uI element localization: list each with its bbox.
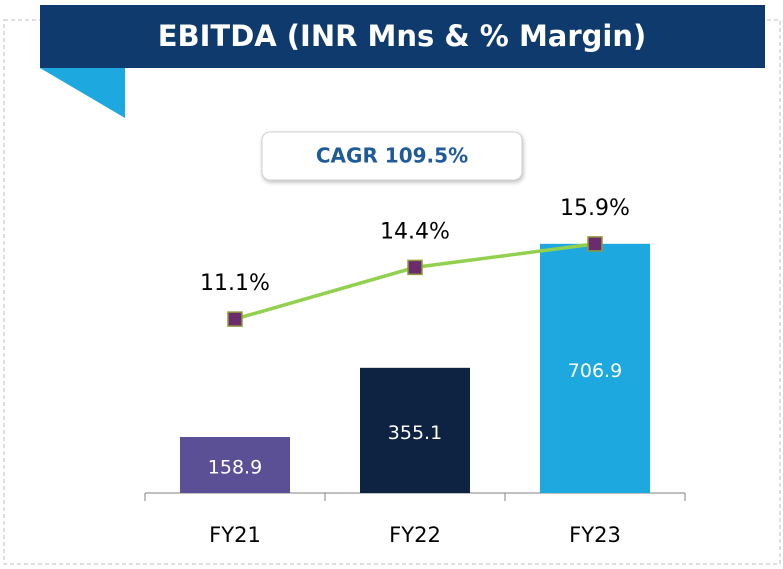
bar <box>180 436 290 493</box>
bar <box>360 367 470 493</box>
line-label: 14.4% <box>380 219 450 244</box>
x-tick-label: FY23 <box>569 523 621 547</box>
bar-label: 158.9 <box>208 456 262 478</box>
line-marker <box>407 259 423 276</box>
bar-label: 355.1 <box>388 422 442 444</box>
annotation-box <box>261 131 523 181</box>
line-marker <box>227 311 243 327</box>
annotation: CAGR 109.5% <box>316 144 468 168</box>
x-tick-label: FY22 <box>389 523 441 547</box>
title-banner <box>40 5 765 68</box>
bar <box>540 243 650 493</box>
bar-label: 706.9 <box>568 360 622 382</box>
x-tick-label: FY21 <box>209 523 261 547</box>
line-marker <box>587 236 603 252</box>
line-label: 15.9% <box>560 196 630 221</box>
chart-title: EBITDA (INR Mns & % Margin) <box>158 19 647 53</box>
banner-triangle <box>40 68 125 118</box>
line-label: 11.1% <box>200 271 270 296</box>
